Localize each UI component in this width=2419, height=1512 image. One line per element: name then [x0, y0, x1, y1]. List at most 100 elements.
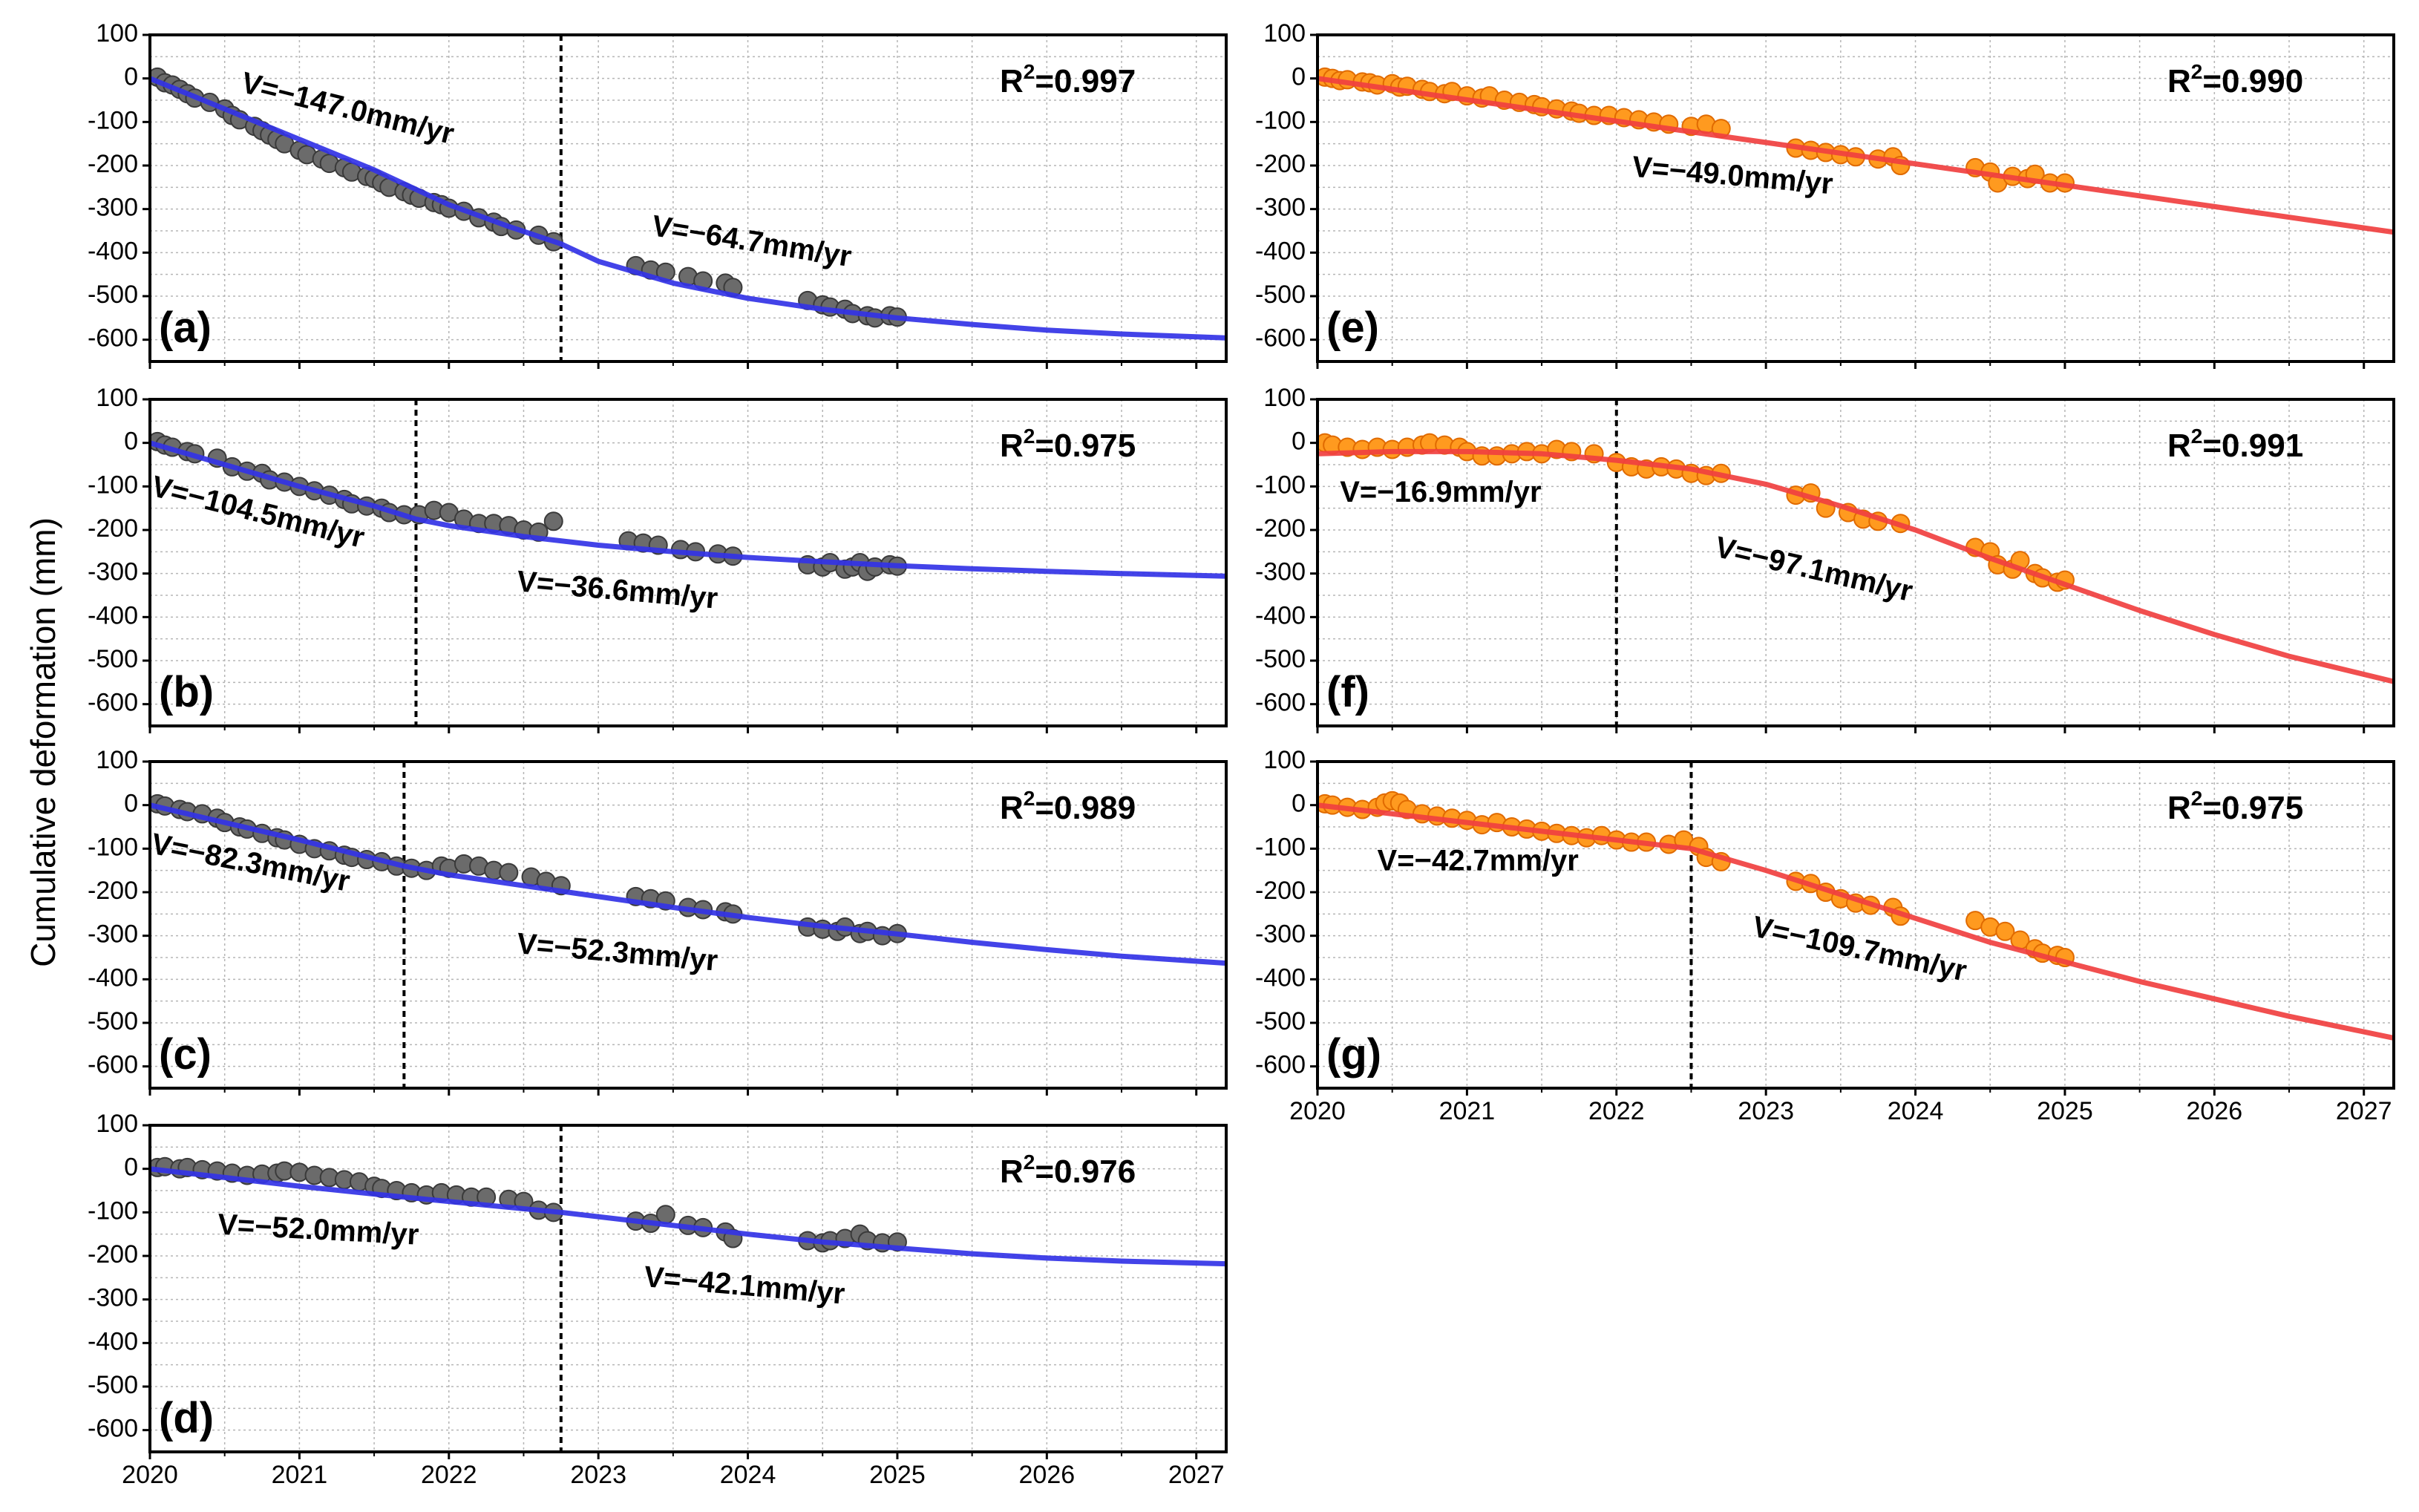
velocity-label: V=−49.0mm/yr — [1631, 151, 1834, 200]
r-squared-value: =0.976 — [1035, 1153, 1136, 1190]
data-point — [499, 863, 519, 883]
y-tick-label: -300 — [88, 1284, 138, 1312]
r-squared-exponent: 2 — [1024, 787, 1035, 810]
y-tick-label: 0 — [124, 428, 138, 456]
fit-line — [1317, 448, 2394, 684]
fit-line — [150, 440, 1226, 579]
x-tick-label: 2026 — [2187, 1097, 2243, 1125]
x-tick-label: 2020 — [1289, 1097, 1346, 1125]
velocity-label: V=−64.7mm/yr — [649, 209, 854, 273]
y-tick-label: -600 — [88, 689, 138, 717]
y-tick-label: -200 — [88, 877, 138, 905]
y-tick-label: -300 — [88, 920, 138, 949]
r-squared-prefix: R — [2167, 63, 2191, 99]
y-tick-label: 100 — [96, 1110, 138, 1138]
y-tick-label: -600 — [88, 1051, 138, 1079]
y-tick-label: -500 — [88, 281, 138, 309]
y-tick-label: -300 — [88, 194, 138, 222]
x-tick-label: 2024 — [1888, 1097, 1944, 1125]
plot-frame — [148, 1124, 1228, 1453]
r-squared: R2=0.989 — [1000, 787, 1136, 826]
panel-label: (a) — [159, 304, 212, 352]
fit-line — [1317, 76, 2394, 235]
y-tick-label: -100 — [88, 471, 138, 499]
y-tick-label: -600 — [88, 1415, 138, 1443]
panel-label: (c) — [159, 1030, 212, 1079]
fit-line — [150, 1166, 1226, 1267]
y-tick-label: -200 — [1255, 150, 1306, 178]
r-squared-exponent: 2 — [2191, 425, 2203, 448]
plot-area — [1317, 791, 2394, 1041]
plot-area — [150, 431, 1226, 581]
y-tick-label: -400 — [1255, 963, 1306, 992]
y-tick-label: 100 — [1263, 746, 1306, 774]
y-tick-label: -100 — [1255, 106, 1306, 134]
panel-d: 100 0 -100 -200 -300 -400 -500 -600 2020 2021 2022… — [88, 1110, 1228, 1489]
x-tick-label: 2025 — [2037, 1097, 2093, 1125]
y-tick-label: -400 — [1255, 601, 1306, 629]
panel-label: (b) — [159, 668, 214, 716]
r-squared: R2=0.975 — [2167, 787, 2303, 826]
plot-frame — [148, 33, 1228, 363]
grid — [149, 34, 1226, 361]
y-tick-label: -100 — [88, 833, 138, 861]
r-squared-prefix: R — [1000, 790, 1024, 826]
y-tick-label: 0 — [1292, 428, 1306, 456]
y-tick-label: -600 — [88, 324, 138, 353]
y-tick-label: 100 — [96, 746, 138, 774]
r-squared: R2=0.991 — [2167, 425, 2303, 464]
r-squared-prefix: R — [1000, 1153, 1024, 1190]
r-squared: R2=0.976 — [1000, 1151, 1136, 1190]
r-squared-value: =0.991 — [2202, 428, 2303, 464]
y-tick-label: -100 — [1255, 833, 1306, 861]
y-tick-label: -500 — [1255, 1007, 1306, 1035]
plot-area — [150, 1156, 1226, 1267]
y-tick-label: -300 — [1255, 558, 1306, 586]
plot-area — [150, 67, 1226, 341]
r-squared-exponent: 2 — [2191, 787, 2203, 810]
y-tick-label: -100 — [88, 1197, 138, 1225]
panel-g: 100 0 -100 -200 -300 -400 -500 -600 2020 2021 2022… — [1255, 746, 2395, 1125]
y-tick-label: 100 — [96, 384, 138, 412]
y-tick-label: -500 — [88, 1007, 138, 1035]
x-tick-label: 2021 — [272, 1461, 328, 1489]
plot-frame — [1316, 33, 2395, 363]
y-tick-label: -400 — [88, 237, 138, 265]
y-tick-label: -400 — [88, 1327, 138, 1355]
y-tick-label: 0 — [124, 1153, 138, 1182]
velocity-label: V=−52.0mm/yr — [217, 1208, 419, 1251]
y-tick-label: 0 — [124, 790, 138, 818]
y-tick-label: -200 — [1255, 877, 1306, 905]
r-squared-value: =0.997 — [1035, 63, 1136, 99]
panel-label: (d) — [159, 1394, 214, 1442]
velocity-label: V=−82.3mm/yr — [148, 828, 353, 898]
y-tick-label: -500 — [1255, 645, 1306, 673]
velocity-label: V=−97.1mm/yr — [1712, 531, 1916, 608]
y-tick-label: -400 — [88, 963, 138, 992]
y-tick-label: -400 — [88, 601, 138, 629]
y-tick-label: -200 — [88, 1240, 138, 1269]
data-point — [655, 1205, 675, 1225]
r-squared-exponent: 2 — [1024, 60, 1035, 83]
y-tick-label: -600 — [1255, 1051, 1306, 1079]
y-tick-label: -100 — [1255, 471, 1306, 499]
y-tick-label: -600 — [1255, 689, 1306, 717]
plot-frame — [148, 760, 1228, 1090]
velocity-label: V=−109.7mm/yr — [1749, 910, 1969, 987]
x-tick-label: 2027 — [2336, 1097, 2392, 1125]
panel-e: 100 0 -100 -200 -300 -400 -500 -600 (e) R2=0.990 V… — [1255, 19, 2395, 369]
r-squared-prefix: R — [2167, 790, 2191, 826]
panel-b: 100 0 -100 -200 -300 -400 -500 -600 (b) R2=0.975 V… — [88, 384, 1228, 733]
r-squared-prefix: R — [2167, 428, 2191, 464]
fit-line — [150, 76, 1226, 341]
velocity-label: V=−104.5mm/yr — [148, 470, 367, 554]
y-tick-label: 0 — [1292, 790, 1306, 818]
velocity-label: V=−16.9mm/yr — [1340, 476, 1541, 508]
y-tick-label: -500 — [88, 645, 138, 673]
y-tick-label: -200 — [88, 150, 138, 178]
y-tick-label: 0 — [1292, 63, 1306, 91]
panel-f: 100 0 -100 -200 -300 -400 -500 -600 (f) R2=0.991 V… — [1255, 384, 2395, 733]
x-tick-label: 2023 — [1738, 1097, 1794, 1125]
